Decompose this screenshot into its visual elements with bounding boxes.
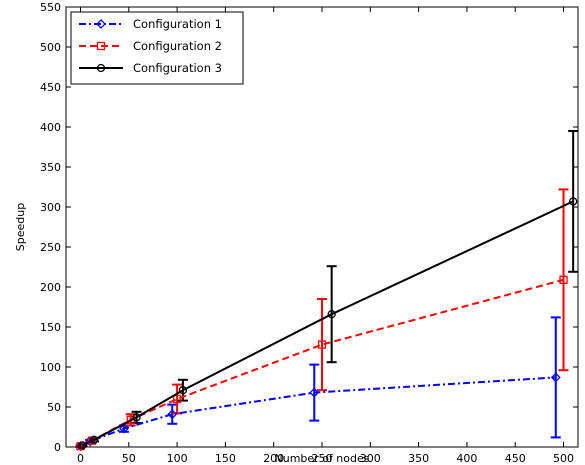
x-tick-label: 50 bbox=[122, 452, 136, 465]
legend-label-1: Configuration 1 bbox=[133, 17, 222, 31]
data-point-3 bbox=[132, 413, 141, 422]
y-tick-label: 0 bbox=[54, 441, 61, 454]
series-layer bbox=[75, 197, 578, 452]
y-tick-label: 50 bbox=[47, 401, 61, 414]
data-point-3 bbox=[89, 435, 99, 444]
y-tick-label: 200 bbox=[40, 281, 61, 294]
data-point-2 bbox=[172, 394, 182, 404]
data-point-1 bbox=[309, 387, 320, 398]
data-point-1 bbox=[167, 409, 178, 420]
y-tick-label: 350 bbox=[40, 161, 61, 174]
x-tick-label: 450 bbox=[505, 452, 526, 465]
legend-label-3: Configuration 3 bbox=[133, 61, 222, 75]
data-point-3 bbox=[327, 310, 336, 319]
y-axis-label: Speedup bbox=[14, 203, 27, 251]
x-tick-label: 350 bbox=[408, 452, 429, 465]
error-bars-layer bbox=[75, 130, 579, 448]
series-line-3 bbox=[81, 200, 574, 447]
data-point-3 bbox=[178, 386, 188, 395]
tick-labels: 0 50 100 150 200 250 300 350 400 450 500 0 50 100 150 2… bbox=[40, 1, 574, 465]
x-tick-label: 0 bbox=[77, 452, 84, 465]
y-tick-label: 550 bbox=[40, 1, 61, 14]
legend-marker-1 bbox=[96, 19, 106, 29]
x-tick-label: 300 bbox=[360, 452, 381, 465]
legend-marker-3 bbox=[96, 63, 106, 73]
y-tick-label: 150 bbox=[40, 321, 61, 334]
y-tick-label: 400 bbox=[40, 121, 61, 134]
data-point-3 bbox=[78, 441, 87, 450]
data-point-3 bbox=[569, 197, 578, 206]
data-point-2 bbox=[317, 340, 327, 349]
x-tick-label: 150 bbox=[215, 452, 236, 465]
data-point-1 bbox=[550, 372, 561, 383]
x-tick-label: 400 bbox=[456, 452, 477, 465]
x-tick-label: 250 bbox=[312, 452, 333, 465]
series-line-1 bbox=[80, 376, 556, 448]
y-tick-label: 500 bbox=[40, 41, 61, 54]
data-point-2 bbox=[559, 275, 568, 284]
axes bbox=[65, 6, 579, 448]
y-tick-label: 100 bbox=[40, 361, 61, 374]
legend-label-2: Configuration 2 bbox=[133, 39, 222, 53]
data-point-1 bbox=[119, 423, 129, 434]
series-line-2 bbox=[80, 278, 564, 448]
legend: Configuration 1 Configuration 2 Configurat… bbox=[70, 11, 244, 85]
x-tick-label: 500 bbox=[553, 452, 574, 465]
x-tick-label: 200 bbox=[263, 452, 284, 465]
y-tick-label: 250 bbox=[40, 241, 61, 254]
x-axis-label: Number of nodes bbox=[275, 452, 370, 465]
y-tick-label: 300 bbox=[40, 201, 61, 214]
x-tick-label: 100 bbox=[167, 452, 188, 465]
y-tick-label: 450 bbox=[40, 81, 61, 94]
legend-marker-2 bbox=[96, 41, 106, 51]
